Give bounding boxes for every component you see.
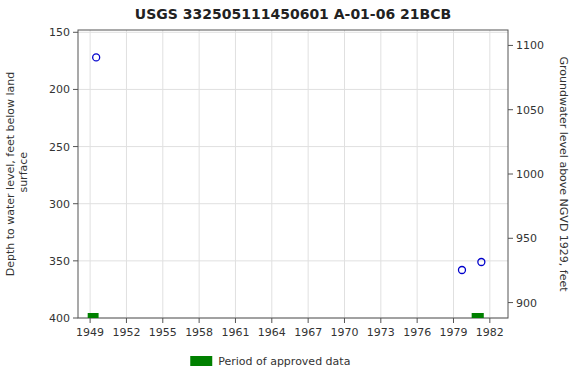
x-tick — [489, 318, 490, 323]
y-tick-label: 400 — [49, 312, 70, 325]
y-grid-line — [78, 203, 508, 204]
y-grid-line — [78, 146, 508, 147]
x-tick-label: 1949 — [76, 326, 104, 339]
y-tick — [73, 260, 78, 261]
x-tick — [417, 318, 418, 323]
y-tick-label: 200 — [49, 83, 70, 96]
x-tick-label: 1973 — [367, 326, 395, 339]
y-tick-label: 350 — [49, 255, 70, 268]
chart: 1949 1952 1955 1958 1961 1964 1967 1970 1973 1976… — [0, 0, 576, 384]
x-grid-line — [417, 30, 418, 318]
x-grid-line — [126, 30, 127, 318]
x-tick-label: 1964 — [258, 326, 286, 339]
point — [458, 267, 465, 274]
x-tick-label: 1961 — [221, 326, 249, 339]
y2-tick — [508, 45, 513, 46]
x-grid-line — [90, 30, 91, 318]
x-grid-line — [308, 30, 309, 318]
plot-frame — [78, 30, 508, 318]
y2-tick-label: 900 — [516, 297, 537, 310]
y-axis: 150 200 250 300 350 400 — [49, 26, 78, 325]
x-tick-label: 1952 — [112, 326, 140, 339]
x-tick — [308, 318, 309, 323]
x-tick-label: 1955 — [149, 326, 177, 339]
y-grid-line — [78, 260, 508, 261]
y-tick — [73, 32, 78, 33]
y2-axis: 900 950 1000 1050 1100 — [508, 39, 544, 309]
x-grid-line — [235, 30, 236, 318]
x-tick-label: 1976 — [403, 326, 431, 339]
x-grid-line — [162, 30, 163, 318]
title: USGS 332505111450601 A-01-06 21BCB — [135, 6, 451, 22]
x-grid-line — [453, 30, 454, 318]
approved-period — [88, 313, 99, 318]
x-tick-label: 1958 — [185, 326, 213, 339]
y-tick — [73, 89, 78, 90]
x-tick-label: 1970 — [330, 326, 358, 339]
point — [478, 259, 485, 266]
y-grid-line — [78, 32, 508, 33]
x-tick — [126, 318, 127, 323]
point — [93, 54, 100, 61]
y2-tick — [508, 238, 513, 239]
x-tick-label: 1979 — [439, 326, 467, 339]
x-grid-line — [344, 30, 345, 318]
legend-label: Period of approved data — [218, 355, 350, 368]
y-tick-label: 250 — [49, 141, 70, 154]
x-tick — [199, 318, 200, 323]
y-tick — [73, 318, 78, 319]
x-tick — [344, 318, 345, 323]
y2-axis-label: Groundwater level above NGVD 1929, feet — [557, 56, 570, 292]
x-tick-label: 1967 — [294, 326, 322, 339]
legend-swatch — [190, 356, 212, 366]
x-grid-line — [199, 30, 200, 318]
y-grid-line — [78, 89, 508, 90]
y-axis-label: Depth to water level, feet below land su… — [4, 72, 30, 277]
x-tick — [453, 318, 454, 323]
plot-area — [88, 54, 485, 318]
y2-tick — [508, 109, 513, 110]
y2-tick-label: 950 — [516, 232, 537, 245]
approved-period — [472, 313, 484, 318]
y-tick — [73, 203, 78, 204]
x-grid-line — [489, 30, 490, 318]
y2-tick-label: 1050 — [516, 104, 544, 117]
x-tick — [162, 318, 163, 323]
grid — [78, 30, 508, 318]
x-tick-label: 1982 — [476, 326, 504, 339]
y-tick-label: 300 — [49, 198, 70, 211]
series — [88, 313, 484, 318]
y2-tick — [508, 302, 513, 303]
x-axis: 1949 1952 1955 1958 1961 1964 1967 1970 1973 1976… — [76, 318, 504, 339]
x-tick — [235, 318, 236, 323]
legend: Period of approved data — [190, 355, 350, 368]
y-tick — [73, 146, 78, 147]
y-axis-label-line: surface — [17, 152, 30, 196]
series — [93, 54, 485, 274]
x-grid-line — [271, 30, 272, 318]
y-axis-label-line: Depth to water level, feet below land — [4, 72, 17, 277]
y2-tick-label: 1100 — [516, 39, 544, 52]
y2-tick — [508, 174, 513, 175]
x-grid-line — [380, 30, 381, 318]
x-tick — [380, 318, 381, 323]
y-tick-label: 150 — [49, 26, 70, 39]
x-tick — [271, 318, 272, 323]
x-tick — [90, 318, 91, 323]
y2-tick-label: 1000 — [516, 168, 544, 181]
